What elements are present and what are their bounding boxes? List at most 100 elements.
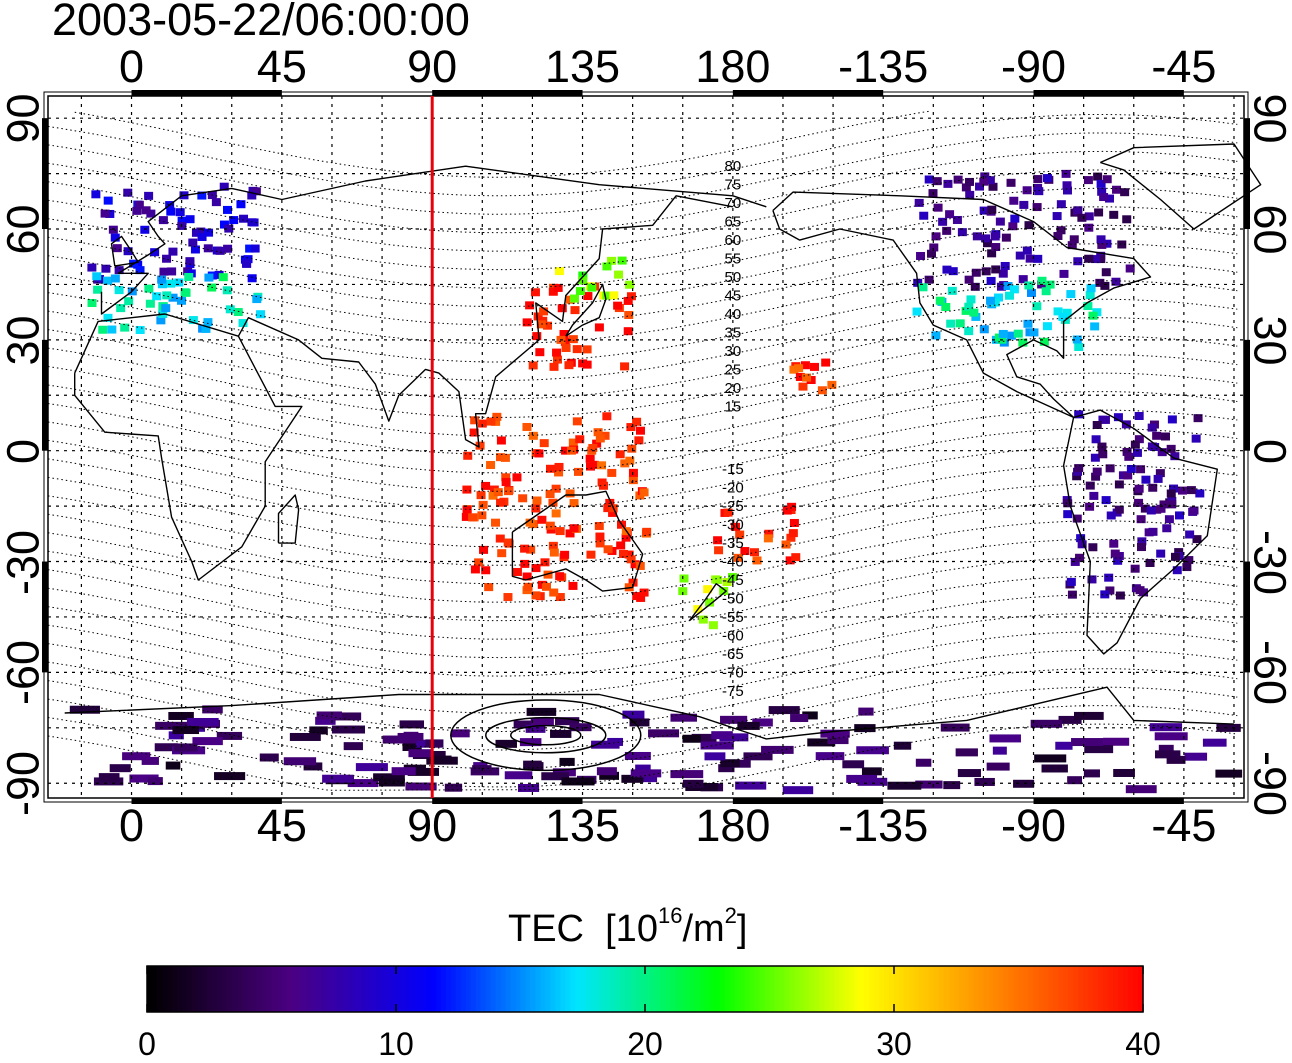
tec-sample [1067, 578, 1076, 586]
tec-sample [550, 549, 559, 557]
contour-label: -40 [722, 554, 744, 571]
colorbar-segment [595, 966, 601, 1012]
colorbar-segment [999, 966, 1005, 1012]
colorbar-segment [630, 966, 636, 1012]
tec-sample [1148, 442, 1157, 450]
colorbar-segment [301, 966, 307, 1012]
tec-sample [954, 176, 963, 184]
tec-sample [943, 781, 960, 789]
tec-sample [856, 746, 889, 754]
tec-sample [1084, 769, 1100, 777]
tec-sample [821, 359, 830, 367]
tec-sample [1074, 712, 1104, 720]
tec-sample [576, 287, 585, 295]
colorbar-segment [944, 966, 950, 1012]
tec-sample [624, 311, 633, 319]
tec-sample [613, 302, 622, 310]
colorbar-segment [1033, 966, 1039, 1012]
colorbar-tick-label: 40 [1125, 1026, 1161, 1063]
tec-sample [622, 711, 644, 719]
tec-sample [846, 775, 877, 783]
colorbar-segment [959, 966, 965, 1012]
tec-sample [1074, 464, 1083, 472]
tec-sample [518, 494, 527, 502]
tec-sample [1148, 528, 1157, 536]
tec-sample [431, 756, 452, 764]
tec-sample [607, 469, 616, 477]
tec-sample [564, 361, 573, 369]
colorbar-segment [1004, 966, 1010, 1012]
colorbar-segment [187, 966, 193, 1012]
colorbar-segment [919, 966, 925, 1012]
tec-sample [974, 778, 994, 786]
contour-label: 15 [725, 398, 742, 415]
colorbar-tick-label: 0 [138, 1026, 156, 1063]
tec-sample [1033, 255, 1042, 263]
colorbar-segment [291, 966, 297, 1012]
contour-label: 50 [725, 269, 742, 286]
colorbar-segment [1098, 966, 1104, 1012]
magnetic-contour [48, 613, 1237, 694]
colorbar-segment [779, 966, 785, 1012]
tec-sample [1165, 515, 1174, 523]
coastline [75, 314, 302, 580]
tec-sample [1192, 435, 1201, 443]
tec-sample [616, 541, 625, 549]
colorbar-segment [1068, 966, 1074, 1012]
colorbar-segment [755, 966, 761, 1012]
colorbar-segment [784, 966, 790, 1012]
contour-label: 25 [725, 361, 742, 378]
y-tick-label: 0 [1, 401, 46, 501]
colorbar-segment [306, 966, 312, 1012]
colorbar-segment [670, 966, 676, 1012]
colorbar-segment [351, 966, 357, 1012]
colorbar-segment [570, 966, 576, 1012]
colorbar-segment [1048, 966, 1054, 1012]
colorbar-segment [685, 966, 691, 1012]
tec-sample [1093, 421, 1102, 429]
colorbar-segment [242, 966, 248, 1012]
tec-sample [948, 287, 957, 295]
tec-sample [176, 208, 185, 216]
contour-label: 20 [725, 380, 742, 397]
tec-sample [1002, 234, 1011, 242]
tec-sample [569, 335, 578, 343]
colorbar-segment [321, 966, 327, 1012]
tec-sample [1099, 193, 1108, 201]
tec-sample [964, 327, 973, 335]
colorbar-segment [1053, 966, 1059, 1012]
colorbar-segment [725, 966, 731, 1012]
tec-sample [239, 215, 248, 223]
tec-sample [111, 274, 120, 282]
colorbar-segment [819, 966, 825, 1012]
colorbar-segment [894, 966, 900, 1012]
tec-sample [1024, 281, 1033, 289]
tec-sample [798, 383, 807, 391]
colorbar-segment [202, 966, 208, 1012]
colorbar-segment [311, 966, 317, 1012]
colorbar-segment [605, 966, 611, 1012]
tec-sample [113, 244, 122, 252]
tec-sample [1136, 465, 1145, 473]
colorbar-segment [406, 966, 412, 1012]
tec-sample [1150, 723, 1182, 731]
colorbar-segment [854, 966, 860, 1012]
colorbar-segment [555, 966, 561, 1012]
x-tick-label: 135 [545, 44, 620, 89]
tec-sample [212, 198, 221, 206]
tec-sample [550, 730, 571, 738]
colorbar-segment [705, 966, 711, 1012]
tec-sample [1055, 742, 1072, 750]
tec-sample [1154, 475, 1163, 483]
tec-sample [468, 513, 477, 521]
tec-sample [761, 746, 794, 754]
tec-sample [1135, 485, 1144, 493]
tec-sample [529, 361, 538, 369]
tec-sample [356, 763, 388, 771]
colorbar-segment [760, 966, 766, 1012]
colorbar-segment [984, 966, 990, 1012]
tec-sample [1162, 524, 1171, 532]
colorbar-segment [844, 966, 850, 1012]
coastline [238, 196, 733, 447]
colorbar-segment [272, 966, 278, 1012]
